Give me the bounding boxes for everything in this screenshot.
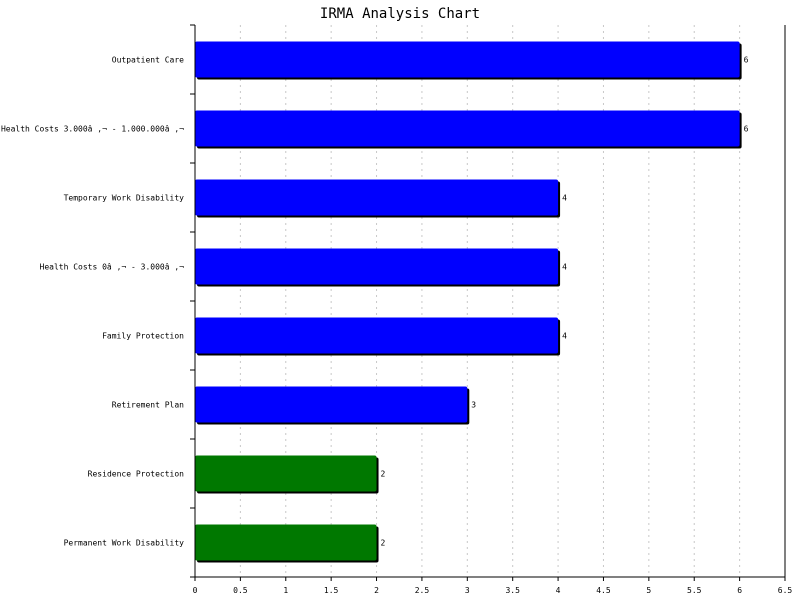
grid xyxy=(239,25,786,577)
x-tick-label: 1 xyxy=(283,586,288,595)
bar xyxy=(195,41,740,78)
data-label: 2 xyxy=(381,539,386,548)
x-tick-label: 2 xyxy=(374,586,379,595)
x-tick-label: 3.5 xyxy=(505,586,520,595)
x-tick-label: 3 xyxy=(465,586,470,595)
x-tick-label: 2.5 xyxy=(415,586,430,595)
bar xyxy=(195,248,559,285)
bar xyxy=(195,110,740,147)
bars: 6 6 4 4 4 3 2 2 xyxy=(195,41,749,563)
x-tick-label: 0.5 xyxy=(233,586,248,595)
x-tick-label: 4 xyxy=(556,586,561,595)
category-label: Family Protection xyxy=(102,332,184,341)
bar xyxy=(195,455,377,492)
category-label: Temporary Work Disability xyxy=(64,194,185,203)
bar xyxy=(195,524,377,561)
x-tick-label: 4.5 xyxy=(596,586,611,595)
x-tick-label: 6.5 xyxy=(778,586,793,595)
data-label: 4 xyxy=(562,263,567,272)
bar xyxy=(195,386,468,423)
bar xyxy=(195,179,559,216)
chart-title: IRMA Analysis Chart xyxy=(320,6,480,22)
axes: 0 0.5 1 1.5 2 2.5 3 3.5 4 4.5 5 5.5 6 6.5 Outpatient C… xyxy=(1,24,793,595)
x-tick-label: 6 xyxy=(737,586,742,595)
data-label: 2 xyxy=(381,470,386,479)
data-label: 6 xyxy=(744,56,749,65)
category-label: Health Costs 0â ‚¬ - 3.000â ‚¬ xyxy=(40,263,185,272)
x-tick-label: 0 xyxy=(193,586,198,595)
category-label: Health Costs 3.000â ‚¬ - 1.000.000â ‚¬ xyxy=(1,125,184,134)
category-label: Residence Protection xyxy=(88,470,185,479)
category-label: Permanent Work Disability xyxy=(64,539,185,548)
category-label: Retirement Plan xyxy=(112,401,184,410)
data-label: 4 xyxy=(562,194,567,203)
x-tick-label: 1.5 xyxy=(324,586,339,595)
data-label: 3 xyxy=(471,401,476,410)
x-tick-label: 5.5 xyxy=(687,586,702,595)
data-label: 6 xyxy=(744,125,749,134)
bar xyxy=(195,317,559,354)
category-label: Outpatient Care xyxy=(112,56,184,65)
data-label: 4 xyxy=(562,332,567,341)
x-tick-label: 5 xyxy=(646,586,651,595)
